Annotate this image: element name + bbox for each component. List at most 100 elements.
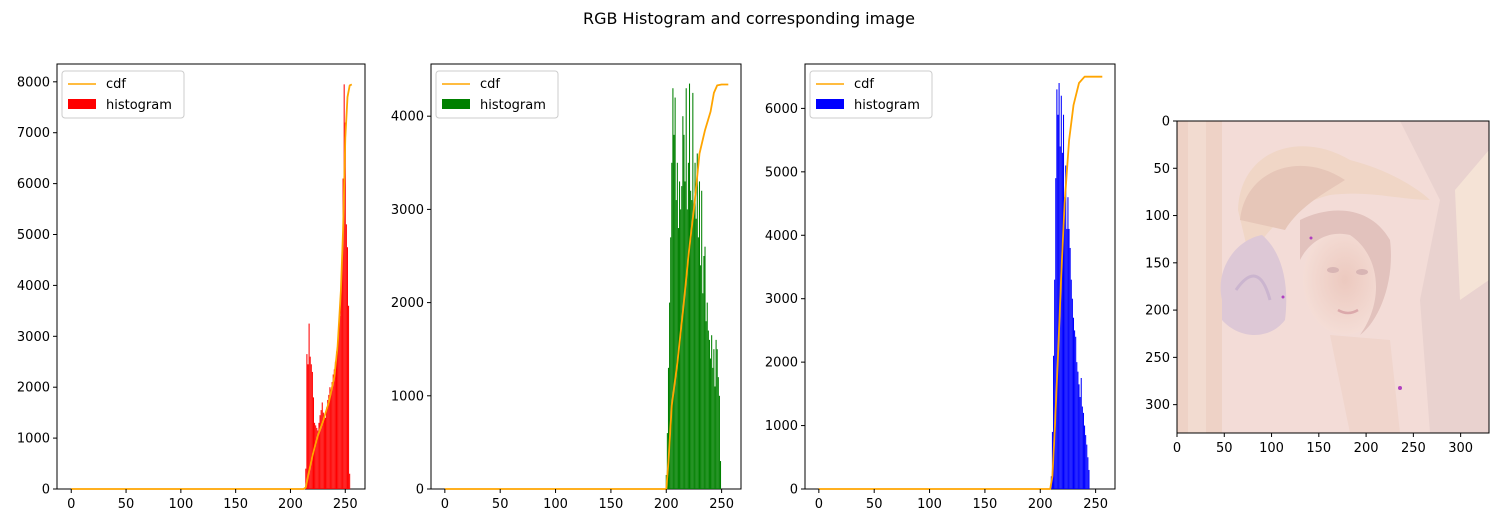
- histogram-bar: [667, 367, 670, 489]
- histogram-bar: [312, 397, 315, 489]
- blue-legend: cdf histogram: [809, 70, 933, 119]
- x-tick-label: 50: [1216, 441, 1233, 456]
- histogram-bar: [701, 190, 703, 489]
- x-tick-label: 0: [441, 497, 449, 512]
- y-tick-label: 7000: [17, 126, 50, 141]
- histogram-bar: [703, 255, 705, 489]
- histogram-bar: [1067, 197, 1069, 489]
- y-tick-label: 200: [1145, 304, 1170, 319]
- y-tick-label: 100: [1145, 209, 1170, 224]
- histogram-bar: [706, 302, 708, 489]
- histogram-bar: [716, 349, 718, 489]
- histogram-bar: [719, 461, 722, 489]
- x-tick-label: 250: [1083, 497, 1108, 512]
- histogram-bar: [341, 265, 343, 489]
- histogram-bar: [349, 473, 351, 489]
- x-tick-label: 0: [1173, 441, 1181, 456]
- histogram-bar: [318, 422, 320, 489]
- legend-histogram-swatch: [816, 99, 844, 109]
- histogram-bar: [692, 92, 694, 489]
- histogram-bar: [717, 377, 719, 489]
- histogram-bar: [1071, 298, 1073, 489]
- histogram-bar: [339, 315, 341, 489]
- histogram-bar: [714, 386, 716, 489]
- red-y-ticks: 0 1000 2000 3000 4000 5000 6000 7000 8000: [17, 75, 57, 498]
- histogram-bar: [1086, 444, 1088, 489]
- histogram-bar: [332, 374, 334, 489]
- histogram-bar: [323, 415, 325, 489]
- y-tick-label: 5000: [765, 165, 798, 180]
- x-tick-label: 200: [278, 497, 303, 512]
- histogram-bar: [1061, 152, 1063, 489]
- x-tick-label: 100: [168, 497, 193, 512]
- histogram-bar: [1088, 469, 1090, 489]
- histogram-bar: [696, 153, 698, 489]
- x-tick-label: 300: [1448, 441, 1473, 456]
- histogram-bar: [321, 402, 323, 489]
- histogram-bar: [337, 341, 339, 489]
- histogram-bar: [707, 330, 709, 489]
- y-tick-label: 0: [790, 483, 798, 498]
- histogram-bar: [715, 339, 717, 489]
- histogram-bar: [1066, 228, 1068, 490]
- x-tick-label: 250: [1401, 441, 1426, 456]
- histogram-bar: [333, 369, 335, 489]
- x-tick-label: 200: [1354, 441, 1379, 456]
- y-tick-label: 8000: [17, 75, 50, 90]
- histogram-bar: [343, 84, 345, 489]
- histogram-bar: [1076, 362, 1078, 489]
- cdf-line: [818, 75, 1103, 490]
- blue-histogram-bars: [1050, 83, 1090, 490]
- histogram-bar: [1085, 435, 1087, 489]
- histogram-bar: [672, 88, 674, 489]
- x-tick-label: 200: [654, 497, 679, 512]
- y-tick-label: 1000: [391, 389, 424, 404]
- histogram-bar: [1056, 89, 1058, 489]
- x-tick-label: 250: [709, 497, 734, 512]
- histogram-bar: [320, 410, 322, 489]
- blue-plot-frame: [804, 63, 1116, 490]
- x-tick-label: 50: [866, 497, 883, 512]
- y-tick-label: 1000: [765, 419, 798, 434]
- histogram-bar: [671, 162, 673, 489]
- y-tick-label: 3000: [391, 203, 424, 218]
- y-tick-label: 3000: [765, 292, 798, 307]
- histogram-bar: [704, 246, 706, 489]
- image-x-ticks: 0 50 100 150 200 250 300: [1173, 433, 1473, 456]
- y-tick-label: 6000: [765, 102, 798, 117]
- histogram-bar: [718, 395, 720, 489]
- histogram-bar: [334, 361, 336, 489]
- histogram-bar: [684, 181, 686, 489]
- legend-cdf-label: cdf: [480, 77, 500, 92]
- y-tick-label: 2000: [765, 356, 798, 371]
- x-tick-label: 0: [815, 497, 823, 512]
- histogram-bar: [697, 237, 699, 489]
- histogram-bar: [693, 209, 695, 490]
- histogram-bar: [702, 293, 704, 489]
- x-tick-label: 150: [223, 497, 248, 512]
- histogram-bar: [687, 162, 689, 489]
- histogram-bar: [711, 335, 713, 489]
- green-cdf-line: [444, 83, 729, 490]
- red-histogram-panel: 0 50 100 150 200 250 0 1000 2000 3000 4000 5000 600…: [17, 63, 366, 512]
- x-tick-label: 250: [333, 497, 358, 512]
- histogram-bar: [338, 331, 340, 489]
- histogram-bar: [1080, 377, 1082, 489]
- y-tick-label: 4000: [765, 229, 798, 244]
- histogram-bar: [700, 265, 702, 489]
- histogram-bar: [712, 367, 714, 489]
- y-tick-label: 4000: [17, 279, 50, 294]
- legend-cdf-label: cdf: [854, 77, 874, 92]
- y-tick-label: 6000: [17, 177, 50, 192]
- histogram-bar: [1070, 279, 1072, 489]
- histogram-bar: [342, 178, 344, 489]
- histogram-bar: [713, 349, 715, 489]
- image-y-ticks: 0 50 100 150 200 250 300: [1145, 115, 1177, 413]
- histogram-bar: [674, 97, 676, 489]
- y-tick-label: 3000: [17, 330, 50, 345]
- histogram-bar: [1064, 197, 1066, 489]
- green-histogram-bars: [665, 83, 722, 490]
- histogram-bar: [1078, 384, 1080, 489]
- histogram-bar: [690, 190, 692, 489]
